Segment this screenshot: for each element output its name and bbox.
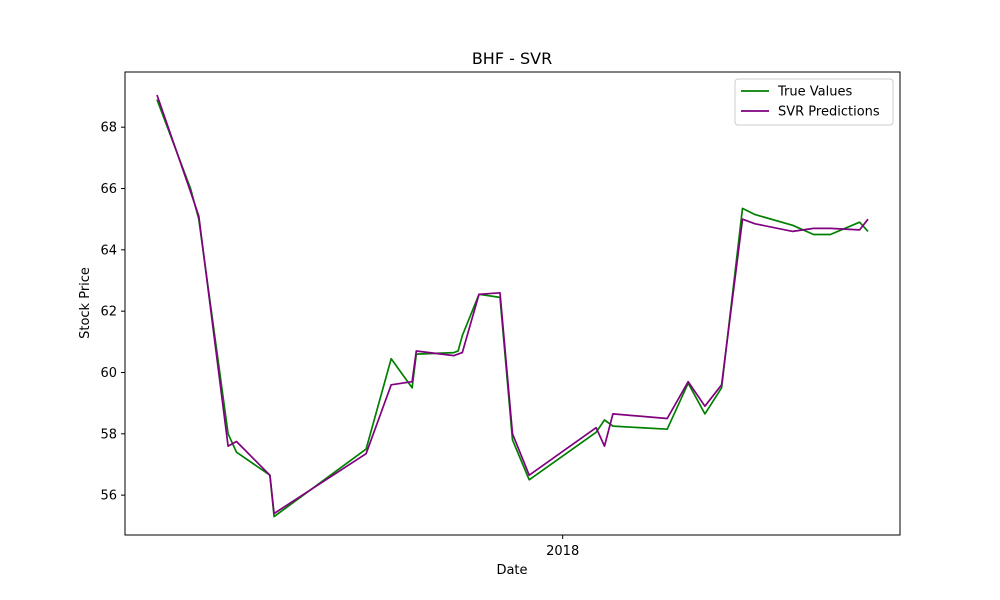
x-axis-label: Date — [496, 563, 527, 578]
y-axis: 56 58 60 62 64 66 68 — [100, 121, 125, 504]
axes-frame — [124, 71, 901, 536]
legend-label-1: SVR Predictions — [778, 105, 880, 120]
y-tick-label: 62 — [100, 305, 117, 320]
y-tick-label: 58 — [100, 427, 117, 442]
plot-area — [156, 94, 869, 518]
y-axis-label: Stock Price — [78, 267, 93, 339]
legend: True Values SVR Predictions — [734, 78, 894, 126]
y-tick-label: 56 — [100, 489, 117, 504]
series-line-0 — [156, 99, 869, 518]
y-tick-label: 68 — [100, 121, 117, 136]
y-tick-label: 64 — [100, 243, 117, 258]
legend-box — [734, 78, 894, 126]
y-tick-label: 60 — [100, 366, 117, 381]
chart-title: BHF - SVR — [472, 49, 552, 68]
series-line-1 — [156, 94, 869, 515]
x-axis: 2018 — [546, 535, 579, 559]
legend-label-0: True Values — [777, 85, 852, 100]
x-tick-label: 2018 — [546, 544, 579, 559]
y-tick-label: 66 — [100, 182, 117, 197]
